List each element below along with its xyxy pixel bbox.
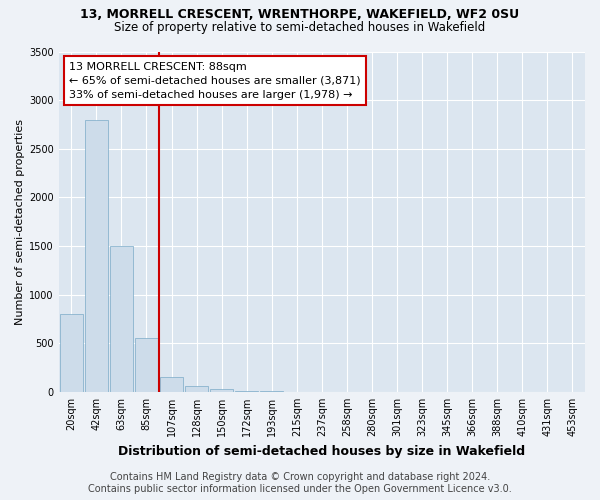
X-axis label: Distribution of semi-detached houses by size in Wakefield: Distribution of semi-detached houses by … xyxy=(118,444,526,458)
Bar xyxy=(60,314,83,392)
Text: Size of property relative to semi-detached houses in Wakefield: Size of property relative to semi-detach… xyxy=(115,21,485,34)
Bar xyxy=(235,391,258,392)
Bar xyxy=(110,246,133,392)
Text: 13, MORRELL CRESCENT, WRENTHORPE, WAKEFIELD, WF2 0SU: 13, MORRELL CRESCENT, WRENTHORPE, WAKEFI… xyxy=(80,8,520,20)
Bar xyxy=(85,120,107,392)
Text: 13 MORRELL CRESCENT: 88sqm
← 65% of semi-detached houses are smaller (3,871)
33%: 13 MORRELL CRESCENT: 88sqm ← 65% of semi… xyxy=(70,62,361,100)
Y-axis label: Number of semi-detached properties: Number of semi-detached properties xyxy=(15,118,25,324)
Bar xyxy=(211,389,233,392)
Bar xyxy=(135,338,158,392)
Bar xyxy=(185,386,208,392)
Text: Contains HM Land Registry data © Crown copyright and database right 2024.
Contai: Contains HM Land Registry data © Crown c… xyxy=(88,472,512,494)
Bar xyxy=(160,378,183,392)
